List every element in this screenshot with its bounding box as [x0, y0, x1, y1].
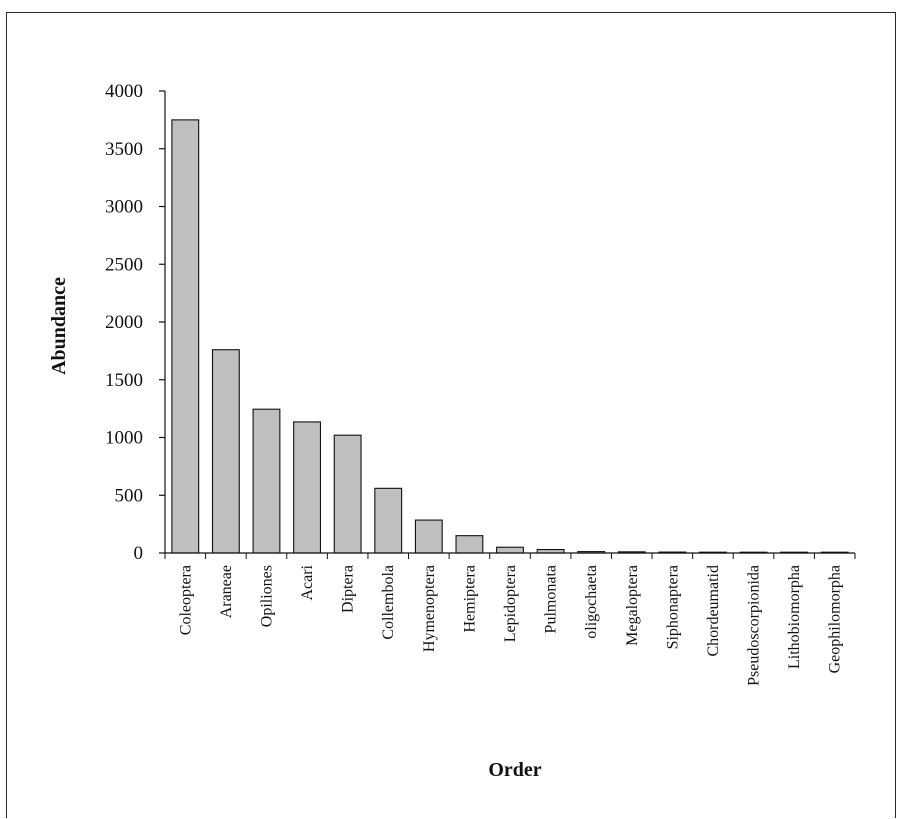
x-tick-label: Acari: [299, 564, 316, 600]
bar: [293, 421, 322, 554]
x-tick-label: Araneae: [218, 565, 235, 618]
y-tick-label: 4000: [105, 81, 143, 102]
x-tick-label: Geophilomorpha: [827, 565, 844, 673]
x-tick-label: Lithobiomorpha: [786, 565, 803, 669]
x-axis-title: Order: [488, 759, 541, 781]
bar: [455, 535, 484, 554]
y-axis-ticks: 0 500 1000 1500 2000 2500 3000 3500 4000: [105, 81, 165, 564]
y-tick-label: 500: [115, 485, 144, 506]
y-tick-label: 3000: [105, 197, 143, 218]
x-tick-label: Pseudoscorpionida: [746, 565, 763, 686]
x-tick-label: Collembola: [380, 565, 397, 640]
x-tick-label: Pulmonata: [543, 565, 560, 633]
bar: [414, 519, 443, 554]
x-tick-label: oligochaeta: [583, 565, 600, 639]
bar: [374, 487, 403, 554]
y-tick-label: 0: [134, 543, 144, 564]
y-tick-label: 1500: [105, 370, 143, 391]
x-tick-label: Siphonaptera: [664, 565, 681, 649]
x-tick-label: Hemiptera: [461, 565, 478, 633]
x-tick-label: Lepidoptera: [502, 565, 519, 642]
bars: [171, 119, 849, 554]
y-tick-label: 2500: [105, 254, 143, 275]
bar-chart: 0 500 1000 1500 2000 2500 3000 3500 4000 Coleopt…: [48, 81, 856, 781]
y-tick-label: 1000: [105, 428, 143, 449]
x-tick-label: Diptera: [340, 565, 357, 613]
x-tick-label: Coleoptera: [177, 565, 194, 635]
bar: [333, 434, 362, 554]
y-tick-label: 2000: [105, 312, 143, 333]
x-tick-label: Opiliones: [258, 565, 275, 627]
bar: [252, 408, 281, 554]
chart-frame: 0 500 1000 1500 2000 2500 3000 3500 4000 Coleopt…: [6, 12, 896, 818]
bar: [171, 119, 200, 554]
x-tick-label: Megaloptera: [624, 565, 641, 646]
x-axis-category-labels: Coleoptera Araneae Opiliones Acari Diptera Co…: [164, 553, 856, 686]
x-tick-label: Chordeumatid: [705, 565, 722, 657]
bar: [496, 546, 524, 554]
x-tick-label: Hymenoptera: [421, 565, 438, 652]
y-tick-label: 3500: [105, 139, 143, 160]
bar: [211, 349, 240, 554]
y-axis-title: Abundance: [48, 277, 70, 375]
